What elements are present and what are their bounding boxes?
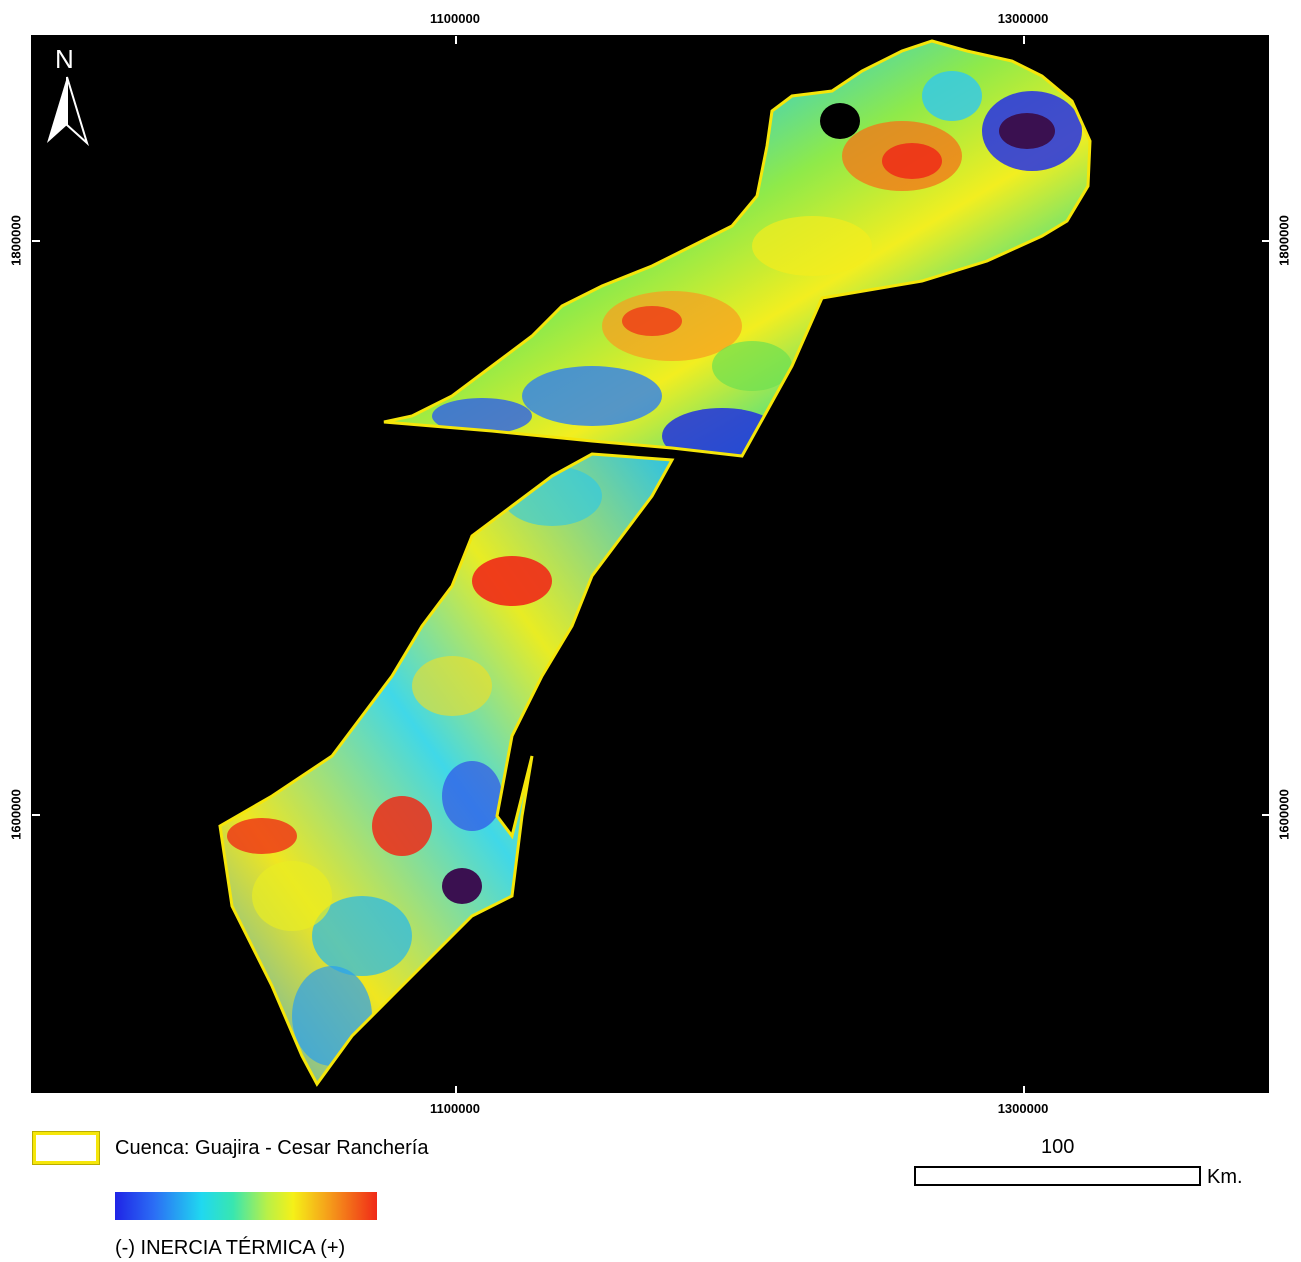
x-tick-label-top-2: 1300000: [997, 11, 1049, 26]
x-tick-label-top-1: 1100000: [430, 11, 480, 26]
north-label: N: [55, 44, 74, 74]
basin-legend-swatch: [32, 1131, 100, 1165]
y-tick-label-right-1: 1800000: [1276, 215, 1292, 266]
cesar-rancheria-outline: [218, 452, 675, 1087]
basin-legend-label: Cuenca: Guajira - Cesar Ranchería: [115, 1137, 429, 1159]
scale-bar: [914, 1166, 1201, 1186]
y-tick-label-left-2: 1600000: [8, 789, 24, 840]
y-tick-label-left-1: 1800000: [8, 215, 24, 266]
cesar-rancheria-polygon: [220, 454, 672, 1084]
color-ramp-label: (-) INERCIA TÉRMICA (+): [115, 1237, 346, 1259]
x-tick-label-bottom-2: 1300000: [997, 1101, 1049, 1116]
scale-bar-value: 100: [1041, 1136, 1075, 1158]
frame-tick-marks: [32, 36, 1270, 1094]
map-frame: [31, 35, 1270, 1094]
scale-bar-unit: Km.: [1207, 1166, 1243, 1188]
y-tick-label-right-2: 1600000: [1276, 789, 1292, 840]
thermal-inertia-color-ramp: [115, 1192, 377, 1220]
guajira-polygon: [384, 41, 1090, 456]
thermal-inertia-raster: [32, 36, 1270, 1094]
north-arrow-icon: [47, 76, 89, 147]
guajira-outline: [383, 39, 1092, 458]
lagoon-mask: [820, 103, 860, 139]
x-tick-label-bottom-1: 1100000: [430, 1101, 480, 1116]
